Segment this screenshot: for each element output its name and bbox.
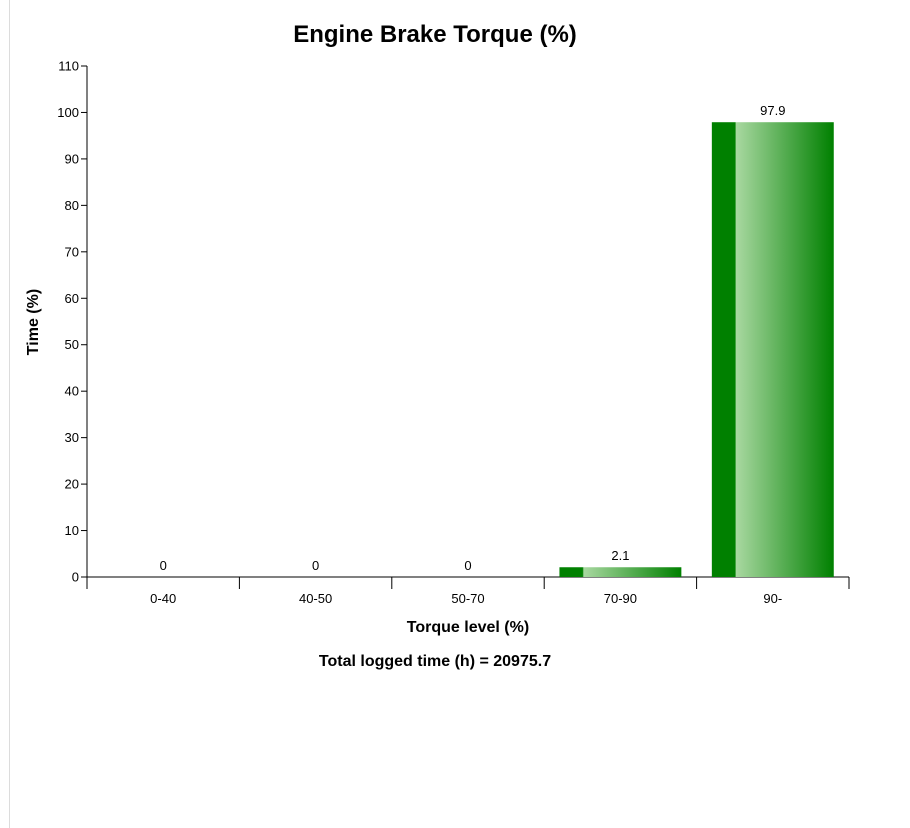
bar [559, 567, 682, 577]
y-tick-label: 40 [65, 384, 79, 399]
page-left-border [9, 0, 10, 828]
y-tick-label: 30 [65, 430, 79, 445]
x-tick-label: 70-90 [604, 591, 637, 606]
y-tick-label: 10 [65, 523, 79, 538]
x-tick-label: 40-50 [299, 591, 332, 606]
x-tick-label: 90- [763, 591, 782, 606]
y-tick-label: 70 [65, 244, 79, 259]
y-tick-label: 60 [65, 291, 79, 306]
total-logged-time: Total logged time (h) = 20975.7 [319, 653, 551, 670]
bar-value-label: 0 [312, 558, 319, 573]
y-tick-label: 0 [72, 570, 79, 585]
bars: 0 0 0 2.1 97.9 [160, 103, 834, 578]
x-tick-label: 50-70 [451, 591, 484, 606]
x-tick-label: 0-40 [150, 591, 176, 606]
y-tick-label: 50 [65, 337, 79, 352]
y-tick-label: 100 [57, 105, 79, 120]
bar-value-label: 2.1 [611, 548, 629, 563]
y-tick-label: 20 [65, 477, 79, 492]
y-tick-label: 110 [58, 59, 79, 74]
chart-title: Engine Brake Torque (%) [293, 21, 577, 48]
bar-value-label: 97.9 [760, 103, 785, 118]
bar-value-label: 0 [160, 558, 167, 573]
bar-value-label: 0 [464, 558, 471, 573]
x-axis: 0-40 40-50 50-70 70-90 90- [86, 576, 850, 606]
y-tick-label: 80 [65, 198, 79, 213]
y-axis-title: Time (%) [25, 289, 42, 355]
y-tick-label: 90 [65, 151, 79, 166]
bar [711, 122, 834, 578]
x-axis-title: Torque level (%) [407, 619, 529, 636]
y-axis: 0 10 20 30 40 50 60 70 80 90 100 110 [57, 59, 88, 585]
